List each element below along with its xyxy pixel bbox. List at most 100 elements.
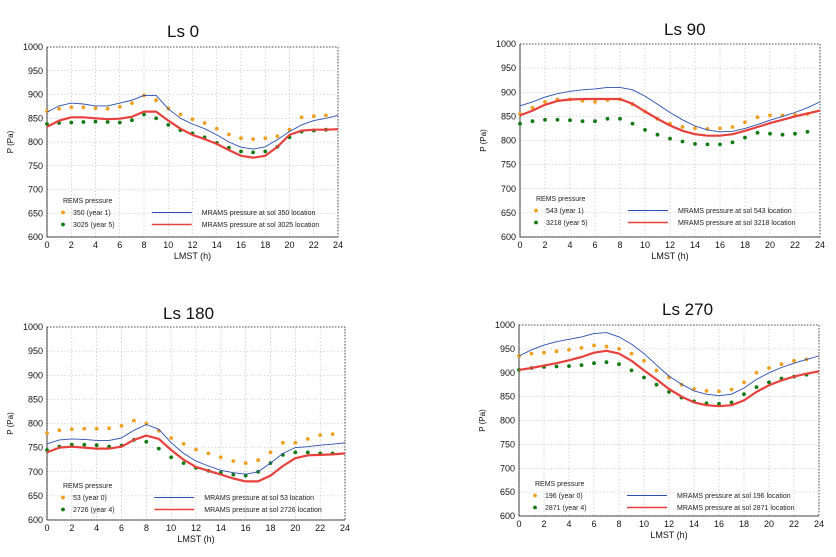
x-tick-label: 4 bbox=[566, 519, 571, 529]
legend-title: REMS pressure bbox=[536, 196, 586, 203]
data-point bbox=[604, 344, 609, 349]
data-point bbox=[107, 426, 111, 431]
chart-title-ls180: Ls 180 bbox=[163, 304, 215, 323]
data-point bbox=[717, 389, 721, 394]
data-point bbox=[793, 131, 797, 136]
data-point bbox=[742, 380, 746, 385]
data-point bbox=[680, 125, 685, 129]
data-point bbox=[45, 431, 49, 435]
x-tick-label: 12 bbox=[191, 523, 201, 533]
y-tick-label: 600 bbox=[500, 511, 515, 521]
data-point bbox=[530, 119, 535, 124]
x-tick-label: 14 bbox=[212, 240, 222, 250]
y-tick-label: 950 bbox=[28, 66, 43, 76]
data-point bbox=[318, 433, 323, 437]
y-tick-label: 850 bbox=[28, 113, 43, 123]
legend-label: 2726 (year 4) bbox=[73, 507, 115, 514]
data-point bbox=[718, 126, 722, 131]
y-tick-label: 950 bbox=[28, 346, 43, 356]
data-point bbox=[251, 150, 256, 155]
data-point bbox=[218, 455, 223, 460]
series-line-2 bbox=[519, 86, 821, 133]
y-tick-label: 650 bbox=[501, 208, 516, 218]
x-tick-label: 18 bbox=[739, 519, 749, 529]
y-tick-label: 600 bbox=[501, 232, 516, 242]
data-point bbox=[742, 392, 746, 397]
data-point bbox=[693, 142, 697, 146]
x-tick-label: 16 bbox=[236, 240, 246, 250]
x-tick-label: 14 bbox=[690, 240, 700, 250]
data-point bbox=[580, 119, 585, 124]
x-axis-label: LMST (h) bbox=[650, 530, 687, 540]
data-point bbox=[543, 117, 547, 122]
data-point bbox=[593, 100, 597, 104]
y-tick-label: 650 bbox=[28, 208, 43, 218]
y-axis-label: P (Pa) bbox=[479, 129, 488, 152]
x-tick-label: 18 bbox=[260, 240, 270, 250]
data-point bbox=[156, 446, 161, 451]
y-tick-label: 950 bbox=[500, 344, 515, 354]
data-point bbox=[630, 121, 635, 126]
data-point bbox=[717, 401, 721, 406]
y-tick-label: 750 bbox=[501, 160, 516, 170]
y-tick-label: 600 bbox=[28, 232, 43, 242]
x-tick-label: 22 bbox=[790, 240, 800, 250]
data-point bbox=[593, 119, 597, 124]
x-tick-label: 10 bbox=[640, 240, 650, 250]
data-point bbox=[105, 106, 110, 111]
data-point bbox=[239, 149, 243, 154]
y-tick-label: 900 bbox=[28, 370, 43, 380]
data-point bbox=[693, 126, 697, 131]
data-point bbox=[154, 98, 159, 103]
data-point bbox=[81, 120, 86, 124]
data-point bbox=[243, 461, 248, 465]
data-point bbox=[667, 390, 671, 394]
data-point bbox=[654, 382, 659, 387]
data-point bbox=[668, 136, 672, 141]
legend-title: REMS pressure bbox=[63, 198, 113, 205]
x-tick-label: 18 bbox=[740, 240, 750, 250]
data-point bbox=[567, 364, 571, 368]
y-tick-label: 600 bbox=[28, 515, 43, 525]
y-tick-label: 1000 bbox=[23, 42, 43, 52]
data-point bbox=[680, 139, 685, 144]
data-point bbox=[555, 117, 560, 122]
data-point bbox=[617, 362, 621, 367]
x-tick-label: 2 bbox=[542, 240, 547, 250]
data-point bbox=[704, 389, 709, 393]
x-tick-label: 24 bbox=[814, 519, 824, 529]
data-point bbox=[178, 112, 183, 117]
data-point bbox=[299, 115, 304, 120]
data-point bbox=[94, 426, 99, 431]
data-point bbox=[792, 358, 796, 363]
legend-marker bbox=[61, 210, 65, 215]
data-point bbox=[239, 136, 243, 141]
y-tick-label: 800 bbox=[28, 137, 43, 147]
legend-label: MRAMS pressure at sol 3218 location bbox=[678, 220, 796, 227]
data-point bbox=[768, 131, 772, 136]
legend-marker bbox=[61, 507, 65, 512]
chart-title-ls90: Ls 90 bbox=[664, 20, 706, 39]
series-line-3 bbox=[518, 349, 820, 408]
data-point bbox=[579, 346, 584, 350]
data-point bbox=[293, 450, 298, 455]
data-point bbox=[202, 121, 207, 125]
legend-marker bbox=[61, 495, 65, 500]
data-point bbox=[305, 450, 310, 455]
x-tick-label: 2 bbox=[541, 519, 546, 529]
data-point bbox=[45, 122, 49, 126]
data-point bbox=[130, 101, 134, 105]
data-point bbox=[730, 125, 735, 129]
data-point bbox=[181, 441, 186, 446]
data-point bbox=[281, 440, 285, 445]
data-point bbox=[256, 458, 260, 463]
data-point bbox=[144, 439, 149, 444]
data-point bbox=[730, 140, 735, 145]
data-point bbox=[57, 428, 62, 433]
x-tick-label: 0 bbox=[44, 240, 49, 250]
x-tick-label: 14 bbox=[689, 519, 699, 529]
series-line-2 bbox=[46, 424, 346, 475]
legend-label: 3025 (year 5) bbox=[73, 222, 115, 229]
